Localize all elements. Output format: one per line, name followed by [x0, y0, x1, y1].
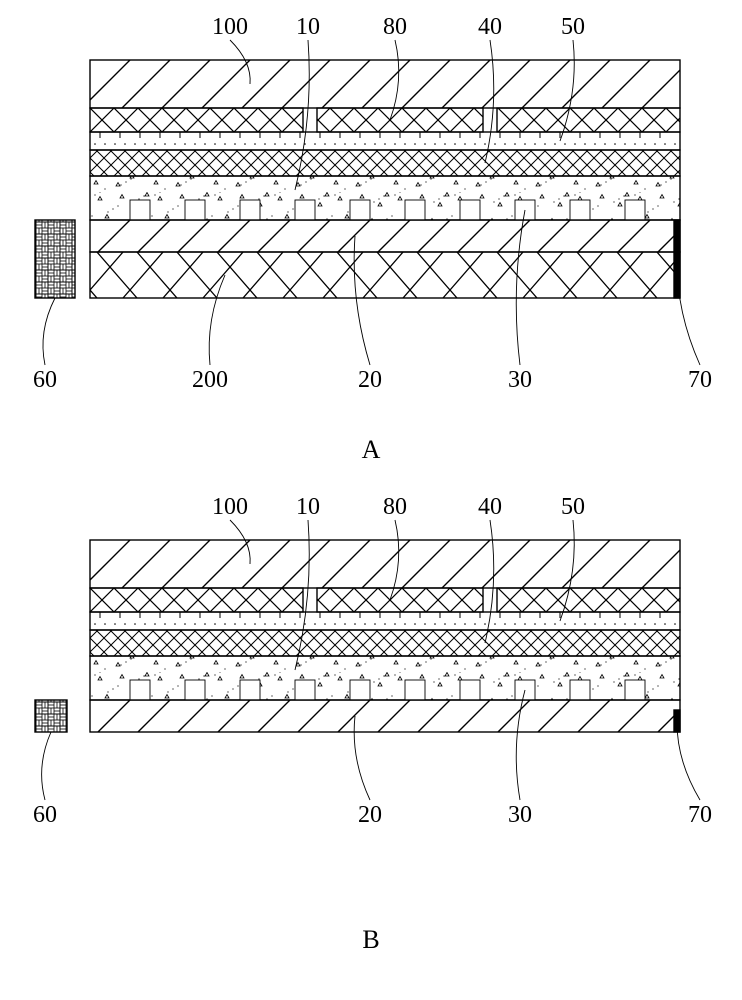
- layer-30-block: [625, 200, 645, 220]
- figure-A: 100 10 80 40 50 60 200 20 30 70: [33, 14, 712, 393]
- layer-10: [90, 176, 680, 220]
- label-20: 20: [358, 367, 382, 393]
- label-40: 40: [478, 14, 502, 40]
- layer-80-seg: [317, 588, 483, 612]
- layer-30-block: [350, 200, 370, 220]
- label-100: 100: [212, 14, 248, 40]
- layer-30-block: [295, 200, 315, 220]
- label-50: 50: [561, 14, 585, 40]
- layer-80-seg: [497, 108, 680, 132]
- caption-A: A: [0, 435, 742, 465]
- label-20: 20: [358, 802, 382, 828]
- layer-30-block: [240, 200, 260, 220]
- layer-30-block: [570, 680, 590, 700]
- label-200: 200: [192, 367, 228, 393]
- block-70: [674, 220, 680, 298]
- figure-B: 100 10 80 40 50 60 20 30 70: [33, 494, 712, 828]
- layer-30-block: [185, 680, 205, 700]
- leader-70: [677, 721, 700, 800]
- layer-30-block: [460, 680, 480, 700]
- layer-100: [90, 60, 680, 108]
- layer-40: [90, 630, 680, 656]
- layer-50: [90, 132, 680, 150]
- label-30: 30: [508, 802, 532, 828]
- layer-30-block: [130, 680, 150, 700]
- layer-30-block: [460, 200, 480, 220]
- caption-B: B: [0, 925, 742, 955]
- layer-50: [90, 612, 680, 630]
- layer-80-seg: [317, 108, 483, 132]
- layer-80-seg: [90, 588, 303, 612]
- layer-30-block: [625, 680, 645, 700]
- leader-60: [42, 732, 51, 800]
- label-100: 100: [212, 494, 248, 520]
- layer-30-block: [185, 200, 205, 220]
- layer-30-block: [130, 200, 150, 220]
- label-60: 60: [33, 802, 57, 828]
- layer-30-block: [240, 680, 260, 700]
- label-30: 30: [508, 367, 532, 393]
- layer-100: [90, 540, 680, 588]
- label-60: 60: [33, 367, 57, 393]
- layer-30-block: [570, 200, 590, 220]
- technical-diagram: 100 10 80 40 50 60 200 20 30 70 100 10 80 40 50 60 20 30 7…: [0, 0, 742, 1000]
- layer-20: [90, 700, 680, 732]
- label-70: 70: [688, 802, 712, 828]
- layer-40: [90, 150, 680, 176]
- label-80: 80: [383, 494, 407, 520]
- layer-20: [90, 220, 680, 252]
- label-10: 10: [296, 494, 320, 520]
- layer-30-block: [405, 680, 425, 700]
- label-40: 40: [478, 494, 502, 520]
- layer-80-seg: [90, 108, 303, 132]
- block-60: [35, 220, 75, 298]
- label-80: 80: [383, 14, 407, 40]
- layer-30-block: [405, 200, 425, 220]
- leader-60: [43, 298, 55, 365]
- layer-200: [90, 252, 680, 298]
- layer-30-block: [295, 680, 315, 700]
- layer-10: [90, 656, 680, 700]
- layer-80-seg: [497, 588, 680, 612]
- label-70: 70: [688, 367, 712, 393]
- layer-30-block: [350, 680, 370, 700]
- block-60: [35, 700, 67, 732]
- label-10: 10: [296, 14, 320, 40]
- label-50: 50: [561, 494, 585, 520]
